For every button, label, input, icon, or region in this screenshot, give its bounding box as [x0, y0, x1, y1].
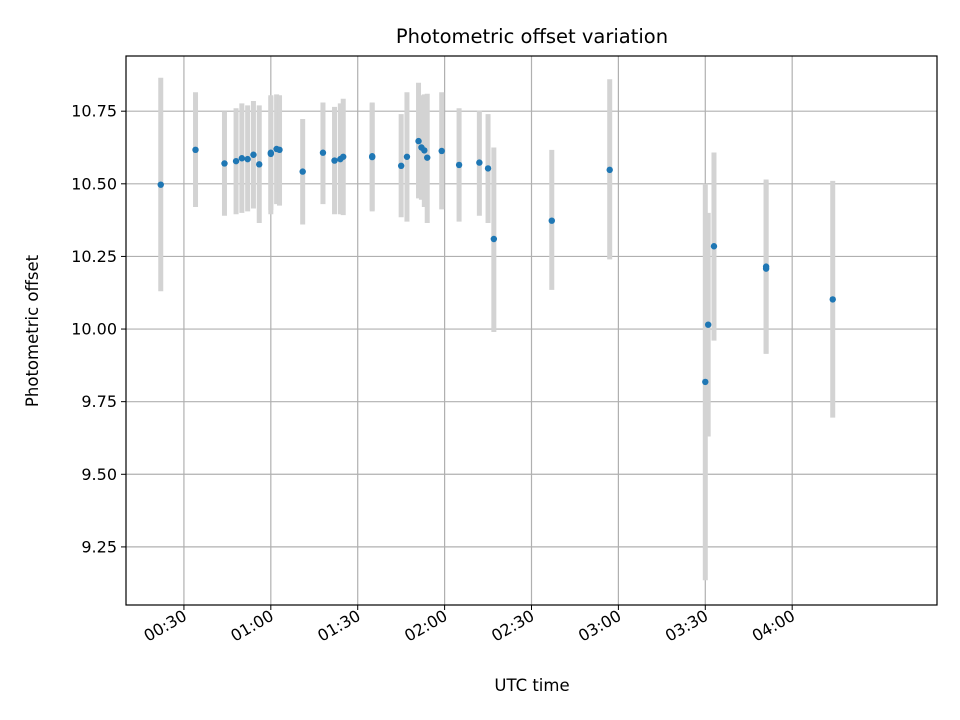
- data-point: [256, 161, 263, 168]
- data-point: [710, 243, 718, 250]
- data-point: [403, 153, 411, 160]
- data-point: [368, 153, 376, 161]
- data-point: [397, 162, 405, 169]
- y-tick-label: 9.50: [81, 465, 117, 484]
- data-point: [455, 161, 463, 169]
- data-point: [438, 147, 445, 155]
- data-point: [232, 157, 240, 165]
- data-point: [829, 296, 836, 303]
- y-tick-label: 10.75: [71, 102, 117, 121]
- y-tick-label: 9.75: [81, 392, 117, 411]
- data-points: [157, 137, 836, 386]
- data-point: [192, 146, 199, 154]
- data-point: [340, 153, 347, 160]
- grid: [126, 56, 937, 605]
- data-point: [267, 150, 275, 158]
- y-tick-label: 9.25: [81, 537, 117, 556]
- y-axis-ticks: 9.25 9.50 9.75 10.00 10.25 10.50 10.75: [71, 102, 126, 556]
- chart-title: Photometric offset variation: [396, 25, 668, 48]
- data-point: [299, 168, 306, 175]
- data-point: [704, 321, 712, 328]
- data-point: [702, 378, 709, 386]
- y-tick-label: 10.50: [71, 174, 117, 193]
- data-point: [238, 155, 246, 162]
- data-point: [762, 265, 770, 272]
- data-point: [548, 217, 555, 224]
- data-point: [331, 157, 338, 164]
- data-point: [157, 181, 164, 188]
- data-point: [424, 154, 431, 161]
- data-point: [421, 147, 428, 154]
- data-point: [484, 165, 492, 172]
- x-axis-label: UTC time: [494, 676, 569, 695]
- data-point: [319, 149, 327, 156]
- y-tick-label: 10.25: [71, 247, 117, 266]
- data-point: [276, 146, 283, 154]
- y-axis-label: Photometric offset: [23, 254, 42, 407]
- data-point: [415, 137, 422, 145]
- y-tick-label: 10.00: [71, 320, 117, 339]
- data-point: [250, 151, 257, 158]
- data-point: [244, 155, 251, 163]
- data-point: [221, 160, 228, 167]
- data-point: [606, 166, 613, 174]
- data-point: [476, 159, 483, 166]
- data-point: [490, 235, 498, 243]
